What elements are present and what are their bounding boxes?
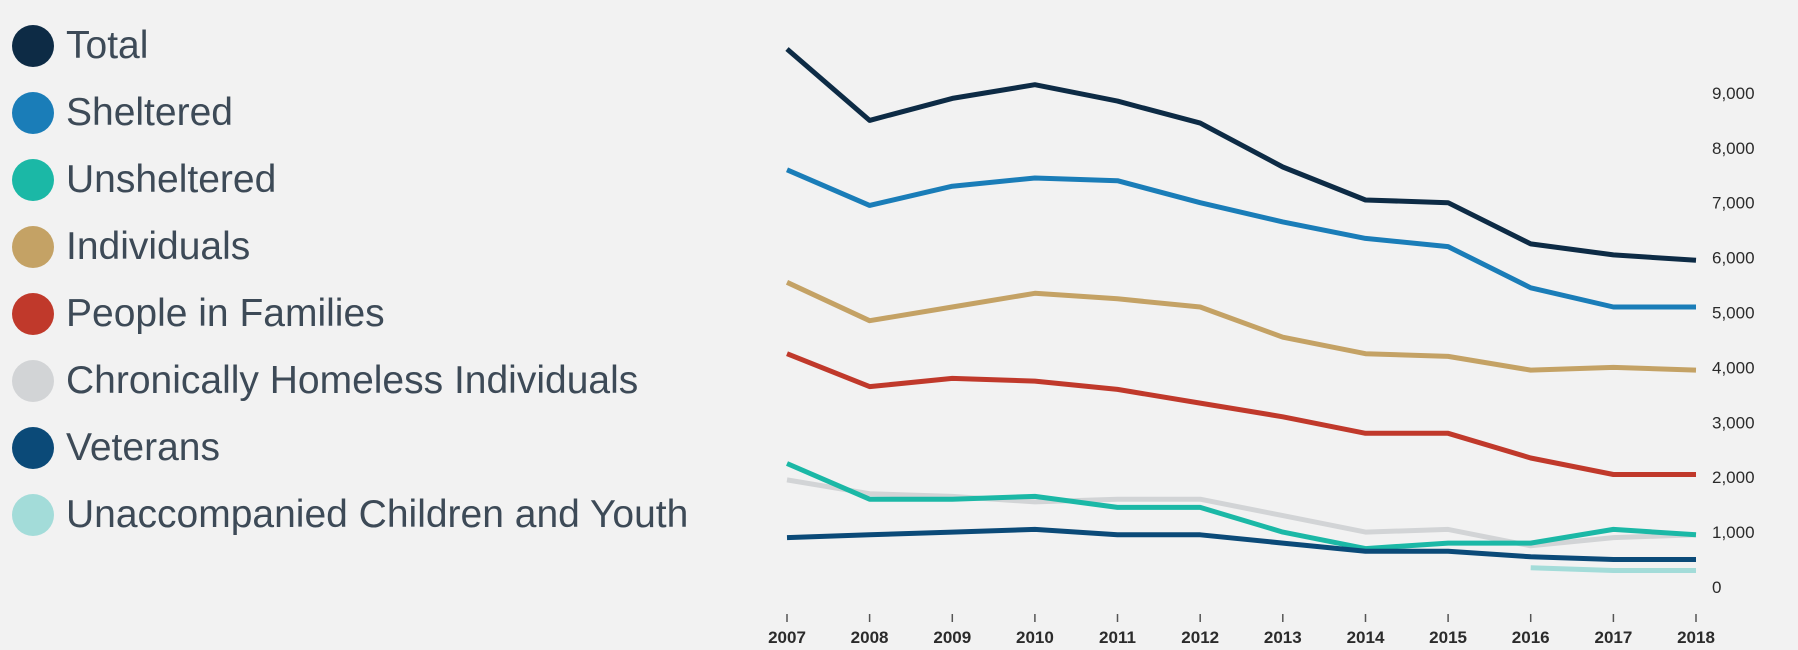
legend-swatch-chronically-homeless (12, 359, 54, 402)
legend-item-sheltered: Sheltered (12, 79, 688, 146)
legend: Total Sheltered Unsheltered Individuals … (12, 12, 688, 548)
x-tick-label: 2013 (1264, 628, 1302, 647)
legend-item-individuals: Individuals (12, 213, 688, 280)
x-tick-label: 2009 (933, 628, 971, 647)
y-axis: 0 1,000 2,000 3,000 4,000 5,000 6,000 7,000 8,00… (1712, 84, 1755, 597)
y-tick-label: 0 (1712, 578, 1721, 597)
x-tick-label: 2018 (1677, 628, 1715, 647)
legend-item-unsheltered: Unsheltered (12, 146, 688, 213)
series-line-unsheltered (786, 461, 1697, 552)
legend-label-individuals: Individuals (66, 224, 251, 268)
legend-swatch-unsheltered (12, 158, 54, 201)
legend-item-total: Total (12, 12, 688, 79)
legend-swatch-total (12, 24, 54, 67)
y-tick-label: 6,000 (1712, 249, 1755, 268)
legend-label-chronically-homeless: Chronically Homeless Individuals (66, 358, 639, 402)
legend-swatch-veterans (12, 426, 54, 469)
legend-item-unaccompanied-youth: Unaccompanied Children and Youth (12, 481, 688, 548)
legend-label-unsheltered: Unsheltered (66, 157, 277, 201)
x-tick-label: 2010 (1016, 628, 1054, 647)
series-line-individuals (785, 280, 1697, 373)
legend-label-sheltered: Sheltered (66, 90, 233, 134)
x-tick-label: 2016 (1512, 628, 1550, 647)
y-tick-label: 3,000 (1712, 413, 1755, 432)
series-line-chronically-homeless-individuals (786, 477, 1697, 549)
y-tick-label: 2,000 (1712, 468, 1755, 487)
x-tick-label: 2015 (1429, 628, 1467, 647)
x-tick-label: 2012 (1181, 628, 1219, 647)
legend-item-chronically-homeless: Chronically Homeless Individuals (12, 347, 688, 414)
legend-label-people-in-families: People in Families (66, 291, 385, 335)
series-line-veterans (786, 526, 1696, 562)
legend-swatch-people-in-families (12, 292, 54, 335)
legend-swatch-unaccompanied-youth (12, 493, 54, 536)
x-axis: 2007 2008 2009 2010 2011 2012 2013 2014 2015 2016… (768, 614, 1715, 647)
legend-swatch-individuals (12, 225, 54, 268)
y-tick-label: 5,000 (1712, 304, 1755, 323)
x-tick-label: 2014 (1347, 628, 1385, 647)
x-tick-label: 2008 (851, 628, 889, 647)
series-line-unaccompanied-children-and-youth (1530, 565, 1696, 573)
legend-label-total: Total (66, 23, 149, 67)
series-line-people-in-families (786, 351, 1696, 477)
legend-label-veterans: Veterans (66, 425, 220, 469)
x-tick-label: 2011 (1099, 628, 1136, 647)
y-tick-label: 4,000 (1712, 358, 1755, 377)
y-tick-label: 9,000 (1712, 84, 1755, 103)
y-tick-label: 1,000 (1712, 523, 1755, 542)
series-line-total (785, 47, 1697, 263)
legend-item-veterans: Veterans (12, 414, 688, 481)
legend-item-people-in-families: People in Families (12, 280, 688, 347)
y-tick-label: 8,000 (1712, 139, 1755, 158)
x-tick-label: 2007 (768, 628, 806, 647)
x-tick-label: 2017 (1594, 628, 1632, 647)
legend-label-unaccompanied-youth: Unaccompanied Children and Youth (66, 492, 689, 536)
legend-swatch-sheltered (12, 91, 54, 134)
series-line-sheltered (786, 167, 1696, 310)
y-tick-label: 7,000 (1712, 194, 1755, 213)
series-layer (785, 47, 1697, 573)
